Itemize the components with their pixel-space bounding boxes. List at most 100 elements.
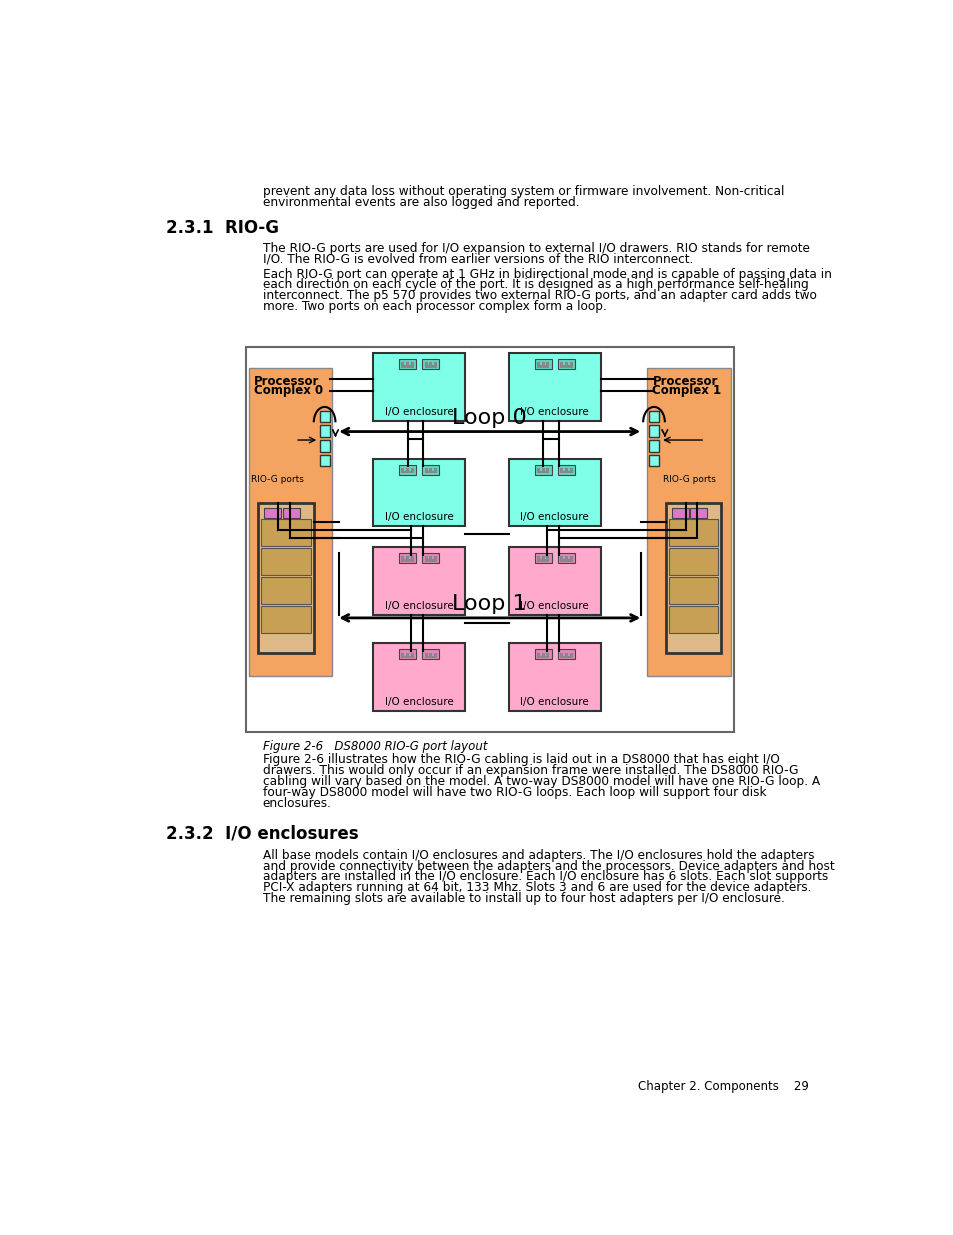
Bar — [422, 650, 439, 659]
Bar — [422, 464, 439, 474]
Bar — [534, 553, 551, 563]
Text: The remaining slots are available to install up to four host adapters per I/O en: The remaining slots are available to ins… — [262, 892, 783, 905]
Bar — [509, 643, 599, 711]
Text: I/O enclosure: I/O enclosure — [384, 698, 453, 708]
Bar — [541, 652, 544, 656]
Bar — [649, 440, 659, 452]
Bar — [509, 547, 599, 615]
Bar — [398, 553, 416, 563]
Bar — [564, 556, 567, 561]
Bar — [668, 606, 718, 634]
Bar — [558, 553, 575, 563]
Bar — [319, 440, 330, 452]
Bar — [649, 425, 659, 437]
Text: adapters are installed in the I/O enclosure. Each I/O enclosure has 6 slots. Eac: adapters are installed in the I/O enclos… — [262, 871, 827, 883]
Bar — [249, 368, 332, 677]
Text: enclosures.: enclosures. — [262, 797, 331, 809]
Text: 2.3.1  RIO-G: 2.3.1 RIO-G — [166, 219, 278, 237]
Bar — [646, 368, 730, 677]
Bar — [559, 556, 562, 561]
Text: Each RIO-G port can operate at 1 GHz in bidirectional mode and is capable of pas: Each RIO-G port can operate at 1 GHz in … — [262, 268, 831, 280]
Text: I/O enclosure: I/O enclosure — [520, 406, 589, 417]
Text: Processor: Processor — [253, 374, 319, 388]
Bar — [558, 464, 575, 474]
Text: I/O. The RIO-G is evolved from earlier versions of the RIO interconnect.: I/O. The RIO-G is evolved from earlier v… — [262, 253, 692, 266]
Bar — [424, 656, 436, 658]
Bar — [541, 556, 544, 561]
Bar — [429, 362, 432, 366]
Text: each direction on each cycle of the port. It is designed as a high performance s: each direction on each cycle of the port… — [262, 278, 807, 291]
Text: Complex 1: Complex 1 — [652, 384, 720, 396]
Bar — [261, 519, 311, 546]
Bar — [401, 471, 414, 473]
Bar — [261, 548, 311, 574]
Bar — [422, 553, 439, 563]
Bar — [319, 425, 330, 437]
Bar — [434, 468, 436, 472]
Bar — [424, 559, 436, 562]
Bar — [398, 650, 416, 659]
Bar — [261, 606, 311, 634]
Bar — [282, 508, 299, 517]
Bar — [406, 468, 409, 472]
Text: RIO-G ports: RIO-G ports — [251, 474, 304, 484]
Bar — [690, 508, 707, 517]
Text: four-way DS8000 model will have two RIO-G loops. Each loop will support four dis: four-way DS8000 model will have two RIO-… — [262, 785, 765, 799]
Bar — [257, 503, 314, 653]
Text: environmental events are also logged and reported.: environmental events are also logged and… — [262, 196, 578, 209]
Text: and provide connectivity between the adapters and the processors. Device adapter: and provide connectivity between the ada… — [262, 860, 833, 873]
Text: Complex 0: Complex 0 — [253, 384, 323, 396]
Bar — [424, 468, 427, 472]
Text: All base models contain I/O enclosures and adapters. The I/O enclosures hold the: All base models contain I/O enclosures a… — [262, 848, 813, 862]
Text: prevent any data loss without operating system or firmware involvement. Non-crit: prevent any data loss without operating … — [262, 185, 783, 198]
Bar — [373, 458, 464, 526]
Bar — [410, 362, 414, 366]
Bar — [429, 652, 432, 656]
Bar — [434, 362, 436, 366]
Bar — [541, 468, 544, 472]
Bar — [406, 556, 409, 561]
Text: I/O enclosure: I/O enclosure — [384, 513, 453, 522]
Bar — [534, 464, 551, 474]
Text: Loop 1: Loop 1 — [452, 594, 526, 614]
Text: I/O enclosure: I/O enclosure — [520, 513, 589, 522]
Bar — [319, 411, 330, 422]
Bar — [398, 464, 416, 474]
Text: interconnect. The p5 570 provides two external RIO-G ports, and an adapter card : interconnect. The p5 570 provides two ex… — [262, 289, 816, 303]
Bar — [559, 656, 572, 658]
Bar — [401, 362, 404, 366]
Bar — [665, 503, 720, 653]
Bar — [558, 650, 575, 659]
Bar — [564, 468, 567, 472]
Text: Figure 2-6   DS8000 RIO-G port layout: Figure 2-6 DS8000 RIO-G port layout — [262, 740, 487, 752]
Bar — [564, 362, 567, 366]
Text: Loop 0: Loop 0 — [452, 408, 526, 427]
Bar — [401, 468, 404, 472]
Bar — [649, 454, 659, 466]
Bar — [541, 362, 544, 366]
Text: Figure 2-6 illustrates how the RIO-G cabling is laid out in a DS8000 that has ei: Figure 2-6 illustrates how the RIO-G cab… — [262, 753, 779, 767]
Bar — [534, 359, 551, 369]
Bar — [546, 468, 549, 472]
Bar — [569, 652, 572, 656]
Bar — [537, 559, 549, 562]
Bar — [373, 353, 464, 421]
Text: I/O enclosure: I/O enclosure — [520, 698, 589, 708]
Text: cabling will vary based on the model. A two-way DS8000 model will have one RIO-G: cabling will vary based on the model. A … — [262, 776, 819, 788]
Bar — [537, 656, 549, 658]
Bar — [546, 556, 549, 561]
Bar — [534, 650, 551, 659]
Bar — [398, 359, 416, 369]
Bar — [424, 471, 436, 473]
Bar — [401, 366, 414, 368]
Bar — [261, 577, 311, 604]
Bar — [406, 652, 409, 656]
Bar — [434, 652, 436, 656]
Text: PCI-X adapters running at 64 bit, 133 Mhz. Slots 3 and 6 are used for the device: PCI-X adapters running at 64 bit, 133 Mh… — [262, 882, 810, 894]
Bar — [429, 556, 432, 561]
Bar — [546, 652, 549, 656]
Bar — [558, 359, 575, 369]
Text: I/O enclosure: I/O enclosure — [384, 406, 453, 417]
Text: Processor: Processor — [652, 374, 717, 388]
Bar — [401, 656, 414, 658]
